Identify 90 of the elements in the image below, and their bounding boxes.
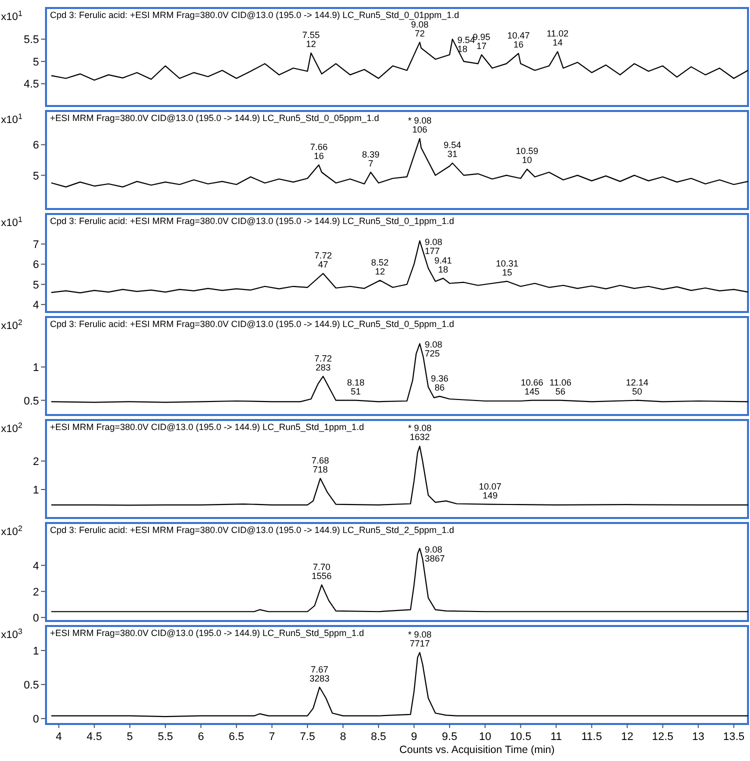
annotation: 9.08 725 — [424, 340, 442, 359]
chart-title: Cpd 3: Ferulic acid: +ESI MRM Frag=380.0V CID@13.0 (195.0 -> 144.9) LC_Run5_Std_0_01ppm_1.d — [50, 10, 460, 20]
y-axis-title: x10$^{1}$ — [1, 214, 22, 229]
x-tick-label: 10 — [478, 731, 492, 743]
chart-title: +ESI MRM Frag=380.0V CID@13.0 (195.0 -> 144.9) LC_Run5_Std_5ppm_1.d — [50, 628, 364, 638]
annotation: * 9.08 7717 — [408, 630, 432, 649]
y-tick-label: 6 — [32, 259, 39, 272]
x-tick-label: 9.5 — [442, 731, 458, 743]
annotation: 7.66 16 — [310, 142, 328, 161]
line-series — [51, 38, 748, 81]
annotation: 7.72 47 — [314, 250, 332, 270]
annotation: 8.39 7 — [362, 149, 380, 168]
y-tick-label: 5 — [32, 56, 39, 68]
chart-title: +ESI MRM Frag=380.0V CID@13.0 (195.0 -> 144.9) LC_Run5_Std_1ppm_1.d — [50, 422, 364, 432]
annotation: 9.08 177 — [424, 236, 442, 256]
y-tick-label: 2 — [32, 586, 39, 598]
y-tick-label: 0.5 — [24, 395, 39, 408]
annotation: 9.41 18 — [434, 255, 452, 274]
annotation: 7.72 283 — [314, 353, 332, 372]
x-tick-label: 12.5 — [652, 731, 674, 743]
y-tick-label: 0 — [32, 612, 39, 624]
annotation: 10.59 10 — [516, 146, 538, 166]
x-tick-label: 4.5 — [86, 731, 102, 743]
x-tick-label: 6.5 — [228, 731, 244, 743]
chart-title: +ESI MRM Frag=380.0V CID@13.0 (195.0 -> 144.9) LC_Run5_Std_0_05ppm_1.d — [50, 113, 380, 123]
y-axis-title: x10$^{2}$ — [1, 524, 22, 538]
x-tick-label: 8.5 — [370, 731, 386, 743]
y-axis-title: x10$^{2}$ — [1, 318, 22, 332]
annotation: 8.52 12 — [371, 257, 389, 276]
y-tick-label: 5 — [32, 170, 39, 182]
annotation: 10.47 16 — [507, 30, 530, 50]
annotation: * 9.08 106 — [408, 116, 432, 135]
y-tick-label: 5.5 — [24, 34, 39, 46]
y-axis-title: x10$^{3}$ — [1, 626, 23, 641]
x-tick-label: 9 — [410, 731, 418, 743]
x-tick-label: 11 — [550, 731, 562, 743]
annotation: 10.07 149 — [478, 481, 502, 500]
x-tick-label: 10.5 — [510, 731, 532, 743]
y-tick-label: 0.5 — [24, 680, 39, 692]
annotation: 9.54 18 — [457, 35, 475, 54]
x-tick-label: 5.5 — [158, 731, 174, 743]
x-tick-label: 5 — [126, 731, 133, 743]
annotation: 11.06 56 — [549, 377, 572, 396]
line-series — [51, 548, 748, 612]
annotation: 10.66 145 — [520, 377, 544, 396]
line-series — [51, 138, 748, 188]
y-tick-label: 4.5 — [24, 78, 39, 91]
annotation: 10.31 15 — [496, 258, 518, 278]
x-tick-label: 4 — [56, 731, 62, 743]
annotation: 7.68 718 — [312, 455, 330, 474]
line-series — [51, 343, 748, 403]
line-series — [51, 446, 748, 506]
annotation: 9.36 86 — [430, 373, 448, 392]
y-tick-label: 4 — [32, 300, 39, 312]
annotation: * 9.08 1632 — [408, 423, 432, 442]
x-tick-label: 8 — [340, 731, 346, 743]
annotation: 8.18 51 — [347, 377, 365, 396]
annotation: 11.02 14 — [546, 28, 569, 48]
annotation: 7.67 3283 — [310, 664, 330, 684]
y-tick-label: 1 — [32, 484, 39, 497]
line-series — [51, 652, 748, 718]
chart-title: Cpd 3: Ferulic acid: +ESI MRM Frag=380.0V CID@13.0 (195.0 -> 144.9) LC_Run5_Std_0_1ppm_1.d — [50, 216, 454, 226]
y-axis-title: x10$^{1}$ — [1, 112, 22, 126]
x-tick-label: 6 — [198, 731, 204, 743]
annotation: 12.14 50 — [626, 377, 648, 396]
line-series — [51, 240, 748, 294]
annotation: 9.08 72 — [410, 19, 428, 38]
x-tick-label: 13 — [692, 731, 704, 743]
x-tick-label: 7.5 — [300, 731, 316, 743]
chart-title: Cpd 3: Ferulic acid: +ESI MRM Frag=380.0V CID@13.0 (195.0 -> 144.9) LC_Run5_Std_0_5ppm_1.d — [50, 319, 454, 329]
annotation: 7.70 1556 — [312, 562, 332, 581]
x-tick-label: 7 — [268, 731, 276, 743]
annotation: 9.54 31 — [444, 140, 462, 160]
y-tick-label: 7 — [32, 239, 39, 252]
y-tick-label: 1 — [32, 646, 39, 658]
y-tick-label: 1 — [32, 362, 39, 374]
y-tick-label: 5 — [32, 279, 39, 292]
y-tick-label: 0 — [32, 714, 39, 726]
x-tick-label: 11.5 — [581, 731, 602, 743]
chart-title: Cpd 3: Ferulic acid: +ESI MRM Frag=380.0V CID@13.0 (195.0 -> 144.9) LC_Run5_Std_2_5ppm_1.d — [50, 525, 454, 535]
annotation: 7.55 12 — [302, 30, 320, 49]
y-axis-title: x10$^{2}$ — [1, 420, 22, 435]
x-tick-label: 12 — [621, 731, 634, 743]
x-tick-label: 13.5 — [723, 731, 744, 743]
x-axis-title: Counts vs. Acquisition Time (min) — [399, 744, 555, 756]
y-axis-title: x10$^{1}$ — [1, 8, 22, 23]
y-tick-label: 2 — [32, 456, 39, 468]
y-tick-label: 4 — [32, 560, 39, 572]
annotation: 9.08 3867 — [424, 544, 445, 564]
y-tick-label: 6 — [32, 140, 39, 152]
